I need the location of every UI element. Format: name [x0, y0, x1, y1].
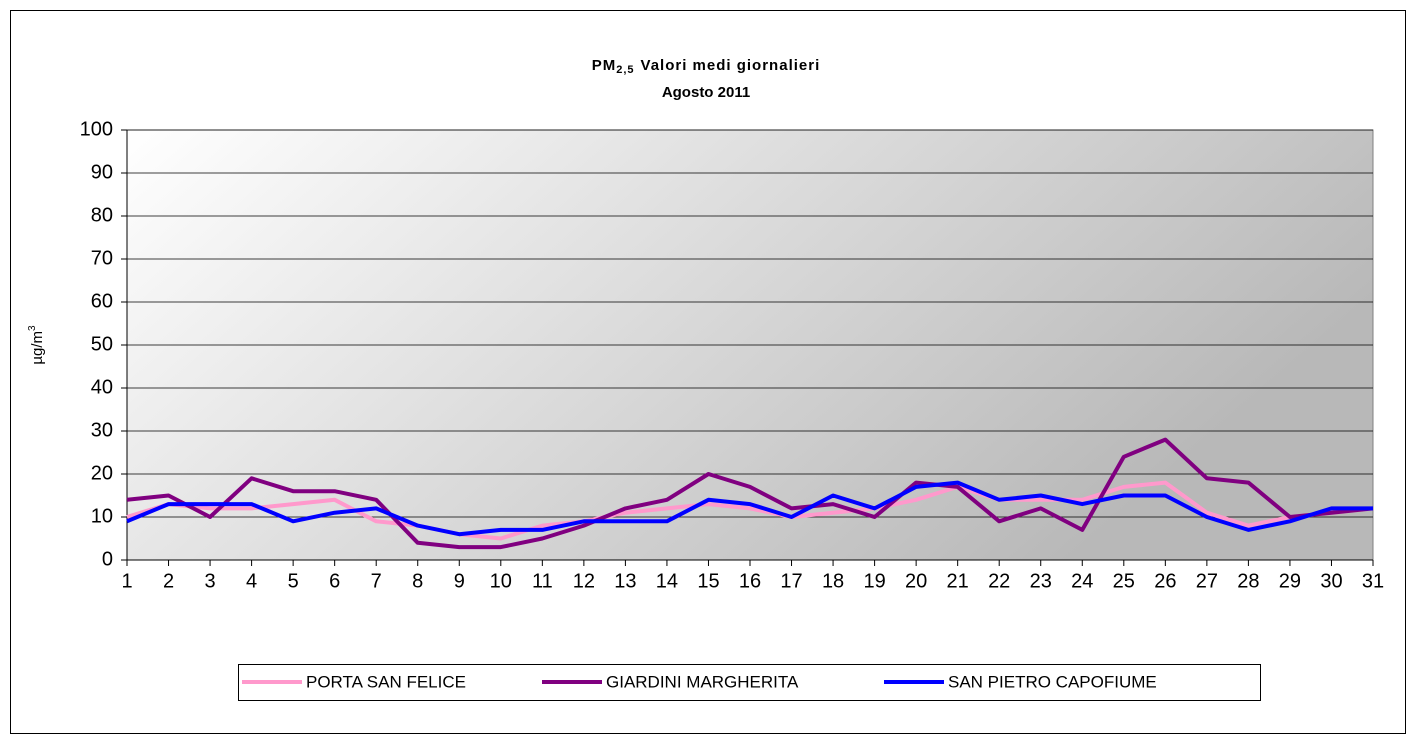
x-tick-label: 25: [1113, 570, 1135, 592]
y-tick-label: 80: [91, 204, 113, 226]
x-tick-label: 7: [371, 570, 382, 592]
x-tick-label: 13: [614, 570, 636, 592]
y-label-main: µg/m: [29, 331, 46, 365]
x-tick-label: 4: [246, 570, 257, 592]
x-tick-label: 11: [532, 570, 553, 592]
y-tick-label: 0: [102, 548, 113, 570]
x-tick-label: 23: [1030, 570, 1052, 592]
chart-title: PM2,5 Valori medi giornalieri: [592, 57, 821, 76]
x-tick-label: 10: [490, 570, 512, 592]
title-main: PM: [592, 57, 617, 74]
title-rest: Valori medi giornalieri: [641, 57, 821, 74]
x-tick-label: 12: [573, 570, 595, 592]
x-tick-label: 16: [739, 570, 761, 592]
series-line: [126, 480, 1374, 541]
x-tick-label: 3: [205, 570, 216, 592]
x-tick-label: 22: [988, 570, 1010, 592]
y-axis-label: µg/m3: [27, 325, 46, 365]
x-tick-label: 14: [656, 570, 678, 592]
x-tick-label: 2: [163, 570, 174, 592]
y-tick-label: 70: [91, 247, 113, 269]
x-tick-label: 9: [454, 570, 465, 592]
series-line: [126, 480, 1373, 537]
x-tick-label: 5: [288, 570, 299, 592]
x-tick-label: 24: [1071, 570, 1093, 592]
x-tick-label: 19: [863, 570, 885, 592]
y-tick-label: 100: [80, 118, 113, 140]
y-tick-label: 50: [91, 333, 113, 355]
x-tick-label: 30: [1320, 570, 1342, 592]
y-tick-label: 10: [91, 505, 113, 527]
x-tick-label: 31: [1362, 570, 1384, 592]
x-tick-label: 20: [905, 570, 927, 592]
y-tick-label: 20: [91, 462, 113, 484]
x-tick-label: 29: [1279, 570, 1301, 592]
y-label-sup: 3: [27, 325, 38, 331]
legend-label: PORTA SAN FELICE: [306, 672, 466, 691]
x-tick-label: 6: [329, 570, 340, 592]
x-tick-label: 17: [780, 570, 802, 592]
series-line: [126, 437, 1374, 550]
x-tick-label: 26: [1154, 570, 1176, 592]
x-tick-label: 1: [121, 570, 132, 592]
y-tick-label: 40: [91, 376, 113, 398]
x-tick-label: 21: [947, 570, 969, 592]
y-tick-label: 60: [91, 290, 113, 312]
x-tick-label: 15: [697, 570, 719, 592]
title-subscript: 2,5: [616, 64, 634, 76]
chart-subtitle: Agosto 2011: [662, 84, 750, 101]
legend-label: GIARDINI MARGHERITA: [606, 672, 799, 691]
y-tick-label: 30: [91, 419, 113, 441]
legend-box: [238, 664, 1261, 701]
legend-label: SAN PIETRO CAPOFIUME: [948, 672, 1157, 691]
y-tick-label: 90: [91, 161, 113, 183]
x-tick-label: 27: [1196, 570, 1218, 592]
x-tick-label: 28: [1237, 570, 1259, 592]
x-tick-label: 8: [412, 570, 423, 592]
x-tick-label: 18: [822, 570, 844, 592]
